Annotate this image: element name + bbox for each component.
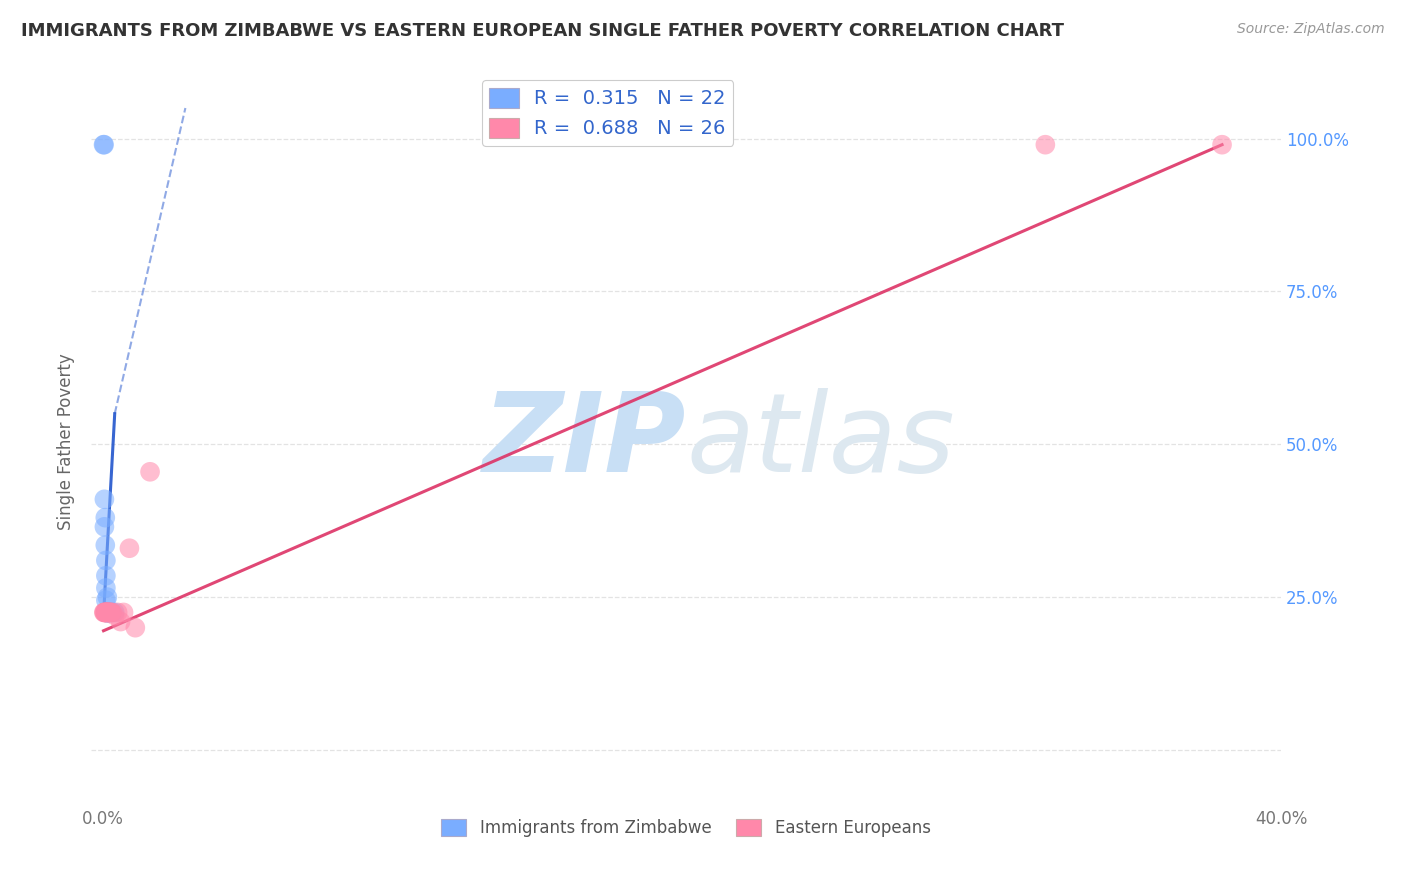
Point (93, 520, 115, 534)
Point (96, 606, 118, 620)
Point (97, 606, 120, 620)
Point (94, 606, 117, 620)
Point (97, 606, 120, 620)
Point (94, 581, 117, 595)
Point (98, 606, 121, 620)
Point (97, 606, 120, 620)
Point (94, 538, 117, 552)
Point (96, 606, 118, 620)
Point (97, 606, 120, 620)
Point (118, 541, 141, 556)
Point (94, 553, 117, 567)
Point (93, 606, 115, 620)
Point (1033, 137, 1056, 152)
Point (100, 606, 122, 620)
Point (96, 590, 118, 604)
Point (124, 621, 146, 635)
Point (1211, 137, 1233, 152)
Point (100, 606, 122, 620)
Legend: Immigrants from Zimbabwe, Eastern Europeans: Immigrants from Zimbabwe, Eastern Europe… (434, 813, 938, 844)
Point (112, 606, 135, 620)
Point (93, 137, 115, 152)
Point (94, 606, 117, 620)
Point (104, 606, 127, 620)
Point (97, 606, 120, 620)
Point (98, 606, 121, 620)
Point (93, 492, 115, 507)
Point (98, 606, 121, 620)
Point (139, 465, 162, 479)
Text: IMMIGRANTS FROM ZIMBABWE VS EASTERN EUROPEAN SINGLE FATHER POVERTY CORRELATION C: IMMIGRANTS FROM ZIMBABWE VS EASTERN EURO… (21, 22, 1064, 40)
Point (94, 606, 117, 620)
Text: Source: ZipAtlas.com: Source: ZipAtlas.com (1237, 22, 1385, 37)
Point (94, 510, 117, 524)
Point (94, 606, 117, 620)
Point (93, 606, 115, 620)
Point (94, 606, 117, 620)
Text: ZIP: ZIP (482, 388, 686, 495)
Point (96, 606, 118, 620)
Point (94, 568, 117, 582)
Point (96, 606, 118, 620)
Point (104, 608, 127, 623)
Point (97, 606, 120, 620)
Point (110, 615, 132, 629)
Text: atlas: atlas (686, 388, 955, 495)
Point (96, 606, 118, 620)
Point (107, 606, 129, 620)
Point (93, 137, 115, 152)
Point (94, 593, 117, 607)
Point (97, 606, 120, 620)
Point (96, 606, 118, 620)
Y-axis label: Single Father Poverty: Single Father Poverty (58, 353, 75, 530)
Point (93, 606, 115, 620)
Point (100, 606, 122, 620)
